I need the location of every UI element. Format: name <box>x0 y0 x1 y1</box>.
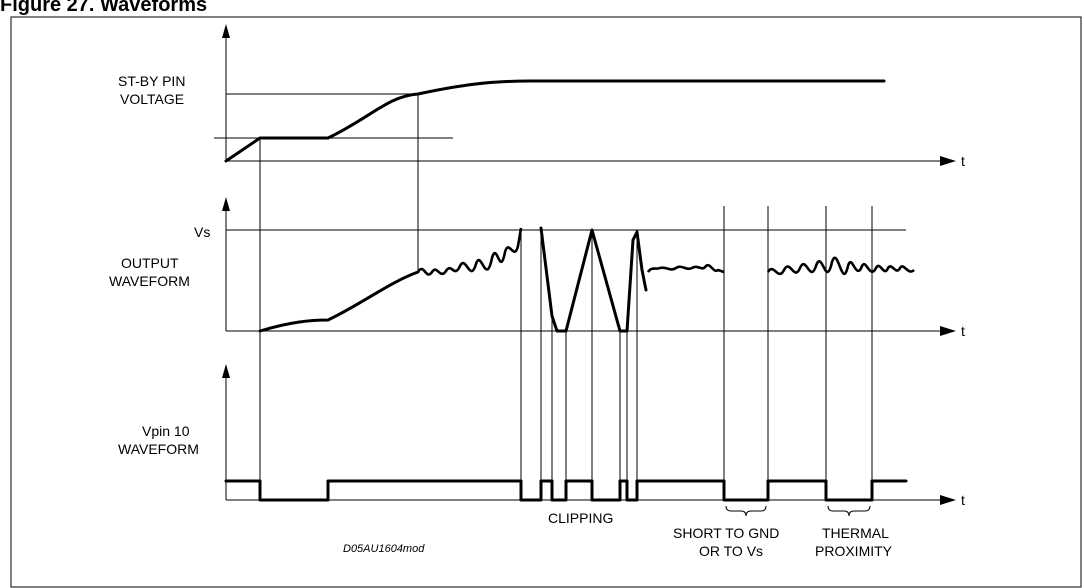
figure-frame <box>10 16 1082 588</box>
standby-y-arrow <box>222 24 230 38</box>
vpin-t-arrow <box>940 495 956 505</box>
standby-t-arrow <box>940 156 956 166</box>
standby-t-label: t <box>961 153 965 169</box>
output-oscillation-2 <box>646 263 725 274</box>
thermal-brace <box>827 505 871 517</box>
vpin-label-line2: WAVEFORM <box>118 441 199 457</box>
standby-label-line2: VOLTAGE <box>120 91 184 107</box>
output-clipping-curve <box>539 226 648 333</box>
output-ramp-curve <box>258 270 420 333</box>
vs-label: Vs <box>194 224 210 240</box>
short-label-line1: SHORT TO GND <box>673 525 779 541</box>
output-t-label: t <box>961 323 965 339</box>
thermal-label-line2: PROXIMITY <box>815 543 893 559</box>
output-oscillation-3 <box>766 256 915 276</box>
short-brace <box>725 505 767 517</box>
thermal-label-line1: THERMAL <box>822 525 889 541</box>
drawing-reference: D05AU1604mod <box>343 543 425 555</box>
output-label-line2: WAVEFORM <box>109 273 190 289</box>
output-t-arrow <box>940 326 956 336</box>
output-y-arrow <box>222 197 230 211</box>
standby-label-line1: ST-BY PIN <box>118 73 185 89</box>
output-label-line1: OUTPUT <box>121 255 179 271</box>
output-oscillation-1 <box>416 227 523 276</box>
clipping-label: CLIPPING <box>548 510 613 526</box>
vpin-t-label: t <box>961 492 965 508</box>
standby-voltage-curve <box>224 79 886 163</box>
vpin-label-line1: Vpin 10 <box>142 423 190 439</box>
figure-title: Figure 27. Waveforms <box>0 0 208 16</box>
vpin-square-waveform <box>224 479 908 502</box>
short-label-line2: OR TO Vs <box>699 543 763 559</box>
vpin-y-arrow <box>222 364 230 378</box>
